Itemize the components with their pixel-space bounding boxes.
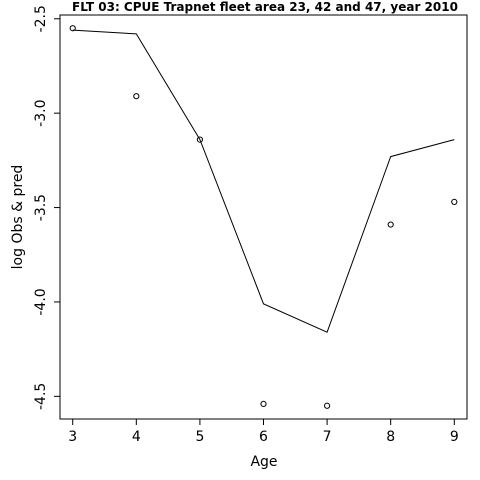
y-tick-label: -4.5 [33, 383, 49, 410]
observed-point [196, 136, 204, 143]
observed-point [133, 93, 140, 100]
series-layer [69, 25, 458, 409]
y-tick-label: -4.0 [33, 288, 49, 315]
observed-point [69, 25, 76, 32]
y-tick-label: -2.5 [33, 5, 49, 32]
x-axis-label: Age [250, 454, 277, 470]
y-axis-label: log Obs & pred [10, 165, 26, 270]
observed-point [387, 221, 394, 228]
x-tick-label: 3 [68, 429, 77, 445]
x-tick-label: 7 [323, 429, 332, 445]
plot-frame [59, 14, 468, 420]
observed-point [451, 198, 458, 205]
y-tick-label: -3.5 [33, 194, 49, 221]
x-tick-label: 5 [195, 429, 204, 445]
predicted-line [72, 29, 455, 333]
chart-title: FLT 03: CPUE Trapnet fleet area 23, 42 a… [72, 0, 458, 14]
x-tick-label: 9 [450, 429, 459, 445]
observed-point [260, 400, 267, 407]
x-tick-label: 8 [386, 429, 395, 445]
x-axis: 3 4 5 6 7 8 9 [68, 419, 459, 445]
y-axis: -2.5 -3.0 -3.5 -4.0 -4.5 [33, 5, 60, 410]
x-tick-label: 6 [259, 429, 268, 445]
observed-point [323, 402, 331, 409]
x-tick-label: 4 [132, 429, 141, 445]
y-tick-label: -3.0 [33, 100, 49, 127]
